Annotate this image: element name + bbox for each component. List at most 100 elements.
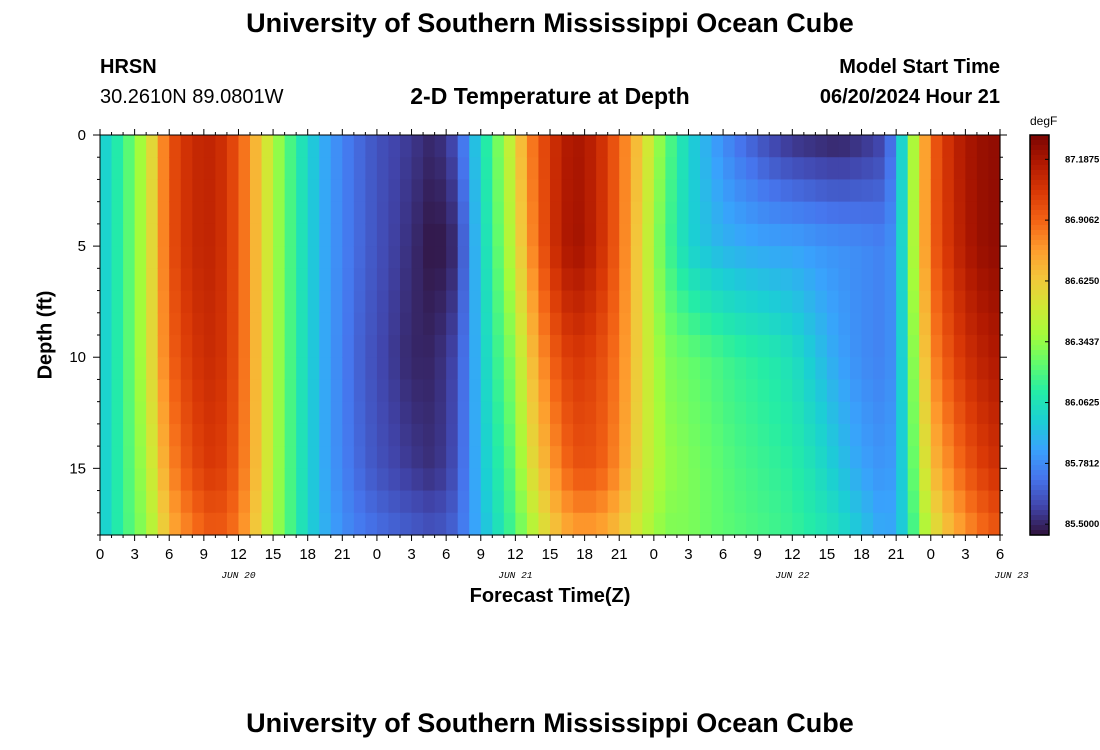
heatmap-cell [676,446,690,469]
heatmap-cell [942,268,955,292]
heatmap-cell [146,379,159,403]
heatmap-cell [411,446,424,469]
heatmap-cell [861,179,874,203]
heatmap-cell [769,157,782,181]
heatmap-cell [480,157,493,181]
heatmap-cell [434,179,447,203]
axis-ticks [93,129,1007,541]
heatmap-cell [180,490,193,514]
heatmap-cell [365,223,378,247]
heatmap-cell [157,223,170,247]
heatmap-cell [619,512,632,536]
heatmap-cell [330,157,343,181]
heatmap-cell [630,335,643,358]
heatmap-cell [792,335,805,358]
heatmap-cell [792,490,805,514]
heatmap-cell [642,290,655,314]
heatmap-cell [169,290,182,314]
heatmap-cell [688,468,701,492]
heatmap-cell [953,335,966,358]
heatmap-cell [642,223,655,247]
heatmap-cell [515,446,528,469]
heatmap-cell [653,268,666,292]
heatmap-cell [319,223,332,247]
heatmap-cell [757,446,770,469]
heatmap-cell [123,201,136,225]
heatmap-cell [688,201,701,225]
heatmap-cell [180,423,193,447]
heatmap-cell [734,512,747,536]
heatmap-cell [561,312,574,336]
heatmap-cell [457,401,470,425]
heatmap-cell [100,335,113,358]
heatmap-cell [469,223,482,247]
heatmap-cell [538,335,551,358]
model-start-value: 06/20/2024 Hour 21 [819,86,1000,108]
heatmap-cell [284,268,297,292]
heatmap-cell [815,135,828,158]
heatmap-cell [515,512,528,536]
heatmap-cell [388,312,401,336]
heatmap-cell [619,268,632,292]
heatmap-cell [526,157,540,181]
heatmap-chart: 0 3 6 9 12 15 18 21 0 3 6 9 12 15 18 21 0 3 6 9 12 15 18 21 0 3 6J… [69,114,1100,581]
heatmap-cell [953,446,966,469]
heatmap-cell [353,446,366,469]
heatmap-cell [665,446,678,469]
heatmap-cell [642,312,655,336]
heatmap-cell [469,490,482,514]
heatmap-cell [226,268,240,292]
heatmap-cell [792,179,805,203]
heatmap-cell [930,268,943,292]
heatmap-cell [550,379,563,403]
heatmap-cell [700,401,713,425]
heatmap-cell [826,246,840,269]
heatmap-cell [307,157,320,181]
heatmap-cell [365,401,378,425]
heatmap-cell [780,268,793,292]
heatmap-cell [584,312,597,336]
heatmap-cell [688,379,701,403]
heatmap-cell [157,446,170,469]
heatmap-cell [965,223,978,247]
heatmap-cell [688,423,701,447]
heatmap-cell [411,423,424,447]
heatmap-cell [342,490,355,514]
heatmap-cell [446,357,459,381]
heatmap-cell [446,335,459,358]
heatmap-cell [953,179,966,203]
heatmap-cell [596,268,609,292]
heatmap-cell [746,401,759,425]
heatmap-cell [838,401,851,425]
colorbar-segment [1030,195,1049,201]
heatmap-cell [550,157,563,181]
heatmap-cell [215,468,228,492]
heatmap-cell [526,312,540,336]
heatmap-cell [480,290,493,314]
heatmap-cell [700,423,713,447]
heatmap-cell [930,179,943,203]
heatmap-cell [850,157,863,181]
heatmap-cell [896,335,909,358]
heatmap-cell [584,512,597,536]
colorbar-segment [1030,170,1049,176]
heatmap-cell [792,512,805,536]
heatmap-cell [203,246,216,269]
heatmap-cell [330,268,343,292]
heatmap-cell [469,246,482,269]
heatmap-cell [388,135,401,158]
heatmap-cell [100,201,113,225]
heatmap-cell [203,268,216,292]
heatmap-cell [619,157,632,181]
heatmap-cell [873,423,886,447]
heatmap-cell [780,401,793,425]
heatmap-cell [215,312,228,336]
heatmap-cell [873,268,886,292]
colorbar-segment [1030,480,1049,486]
heatmap-cell [376,357,390,381]
heatmap-cell [630,446,643,469]
heatmap-cell [780,201,793,225]
heatmap-cell [907,223,920,247]
heatmap-cell [884,223,897,247]
colorbar-segment [1030,255,1049,261]
